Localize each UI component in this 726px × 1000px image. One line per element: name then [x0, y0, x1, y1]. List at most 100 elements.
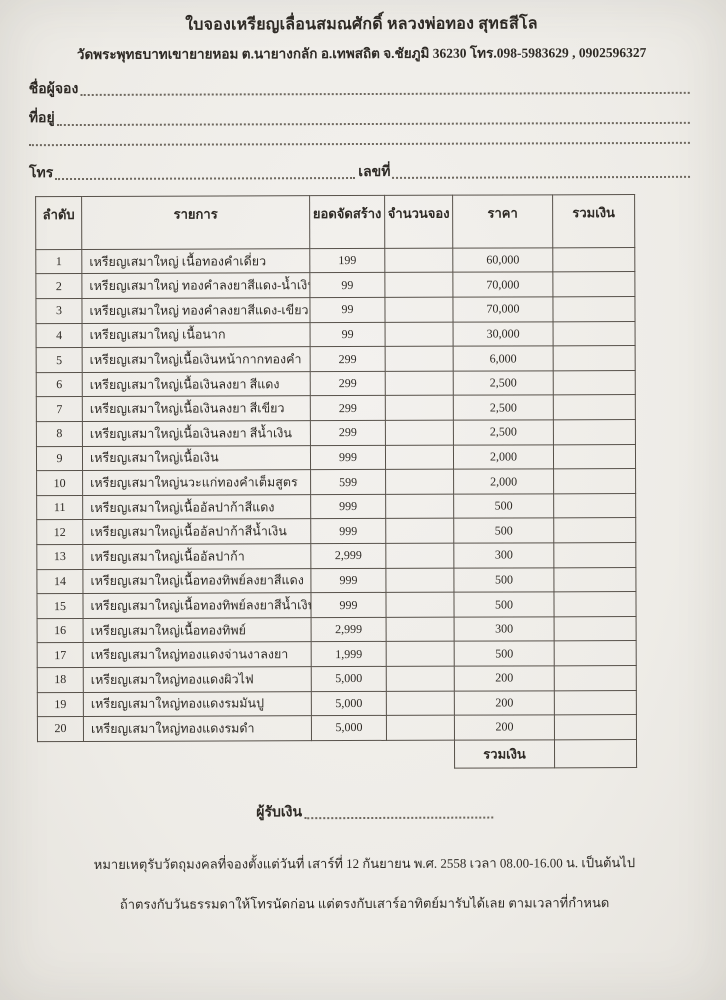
table-row: 3 เหรียญเสมาใหญ่ ทองคำลงยาสีแดง-เขียว 99 70… [35, 296, 636, 324]
row-total-cell [554, 616, 637, 642]
table-row: 10 เหรียญเสมาใหญ่นวะแก่ทองคำเต็มสูตร 599 2,… [36, 468, 636, 496]
page-title: ใบจองเหรียญเลื่อนสมณศักดิ์ หลวงพ่อทอง สุ… [185, 15, 538, 34]
address-continuation-line [28, 141, 693, 149]
row-number-cell: 17 [37, 642, 84, 668]
order-table: ลำดับ รายการ ยอดจัดสร้าง จำนวนจอง ราคา ร… [35, 194, 637, 770]
quantity-ordered-cell [384, 272, 453, 298]
row-total-cell [552, 247, 635, 273]
price-cell: 70,000 [452, 296, 554, 322]
row-total-cell [553, 444, 636, 470]
dotted-fill-line [304, 816, 494, 819]
item-name-cell: เหรียญเสมาใหญ่ทองแดงรมดำ [83, 715, 312, 742]
table-row: 6 เหรียญเสมาใหญ่เนื้อเงินลงยา สีแดง 299 2,5… [36, 370, 636, 398]
price-cell: 2,000 [453, 444, 554, 470]
order-table-header: ลำดับ รายการ ยอดจัดสร้าง จำนวนจอง ราคา ร… [35, 194, 635, 250]
quantity-ordered-cell [385, 469, 454, 495]
row-total-cell [552, 296, 636, 322]
table-row: 15 เหรียญเสมาใหญ่เนื้อทองทิพย์ลงยาสีน้ำเง… [36, 591, 637, 619]
row-total-cell [553, 542, 636, 568]
quantity-made-cell: 99 [309, 272, 385, 298]
item-name-cell: เหรียญเสมาใหญ่ ทองคำลงยาสีแดง-เขียว [81, 297, 311, 324]
quantity-made-cell: 5,000 [311, 690, 387, 716]
row-total-cell [554, 640, 637, 666]
money-receiver-line: ผู้รับเงิน [256, 800, 496, 823]
item-name-cell: เหรียญเสมาใหญ่เนื้ออัลปาก้า [82, 543, 311, 570]
quantity-made-cell: 999 [310, 568, 386, 593]
dotted-fill-line [28, 141, 690, 146]
item-name-cell: เหรียญเสมาใหญ่ทองแดงผิวไฟ [83, 666, 312, 693]
table-row: 16 เหรียญเสมาใหญ่เนื้อทองทิพย์ 2,999 300 [37, 616, 637, 644]
price-cell: 500 [453, 567, 554, 593]
table-row: 19 เหรียญเสมาใหญ่ทองแดงรมมันปู 5,000 200 [37, 690, 637, 717]
quantity-ordered-cell [386, 715, 455, 741]
row-number-cell: 1 [35, 249, 82, 275]
column-header-total: รวมเงิน [552, 194, 635, 248]
table-row: 2 เหรียญเสมาใหญ่ ทองคำลงยาสีแดง-น้ำเงิน 99… [35, 272, 635, 299]
quantity-ordered-cell [384, 248, 453, 273]
quantity-made-cell: 99 [310, 322, 386, 347]
quantity-ordered-cell [384, 297, 454, 323]
row-number-cell: 13 [36, 544, 83, 570]
row-number-cell: 8 [36, 421, 83, 447]
item-name-cell: เหรียญเสมาใหญ่ เนื้อทองคำเดี่ยว [81, 248, 310, 274]
price-cell: 300 [454, 616, 555, 642]
form-number-label: เลขที่ [358, 164, 391, 180]
grand-total-row: รวมเงิน [37, 739, 637, 769]
table-row: 18 เหรียญเสมาใหญ่ทองแดงผิวไฟ 5,000 200 [37, 665, 637, 693]
row-number-cell: 11 [36, 495, 83, 521]
item-name-cell: เหรียญเสมาใหญ่ ทองคำลงยาสีแดง-น้ำเงิน [81, 273, 310, 299]
price-cell: 200 [454, 665, 555, 691]
quantity-made-cell: 2,999 [311, 617, 387, 643]
quantity-ordered-cell [385, 494, 454, 519]
table-row: 14 เหรียญเสมาใหญ่เนื้อทองทิพย์ลงยาสีแดง 99… [36, 567, 636, 594]
row-number-cell: 15 [36, 593, 84, 619]
row-total-cell [553, 321, 636, 347]
price-cell: 30,000 [453, 321, 554, 347]
price-cell: 60,000 [452, 247, 553, 273]
price-cell: 2,500 [453, 370, 554, 396]
row-total-cell [553, 345, 636, 371]
quantity-ordered-cell [385, 321, 454, 347]
quantity-ordered-cell [385, 395, 454, 421]
address-line: ที่อยู่ [29, 107, 693, 130]
row-number-cell: 5 [36, 347, 83, 373]
column-header-item: รายการ [81, 195, 310, 250]
table-row: 13 เหรียญเสมาใหญ่เนื้ออัลปาก้า 2,999 300 [36, 542, 636, 570]
phone-line: โทร เลขที่ [29, 161, 693, 184]
table-row: 4 เหรียญเสมาใหญ่ เนื้อนาก 99 30,000 [36, 321, 636, 348]
quantity-made-cell: 999 [310, 494, 386, 520]
quantity-made-cell: 299 [310, 346, 386, 372]
phone-label: โทร [28, 165, 54, 181]
quantity-made-cell: 999 [310, 592, 387, 618]
orderer-form: ชื่อผู้จอง ที่อยู่ โทร เลขที่ [29, 78, 693, 184]
item-name-cell: เหรียญเสมาใหญ่ เนื้อนาก [82, 322, 311, 348]
column-header-made: ยอดจัดสร้าง [309, 195, 385, 249]
quantity-made-cell: 299 [310, 371, 386, 397]
orderer-name-line: ชื่อผู้จอง [29, 78, 693, 101]
quantity-made-cell: 299 [310, 395, 386, 421]
dotted-fill-line [80, 92, 690, 97]
table-row: 5 เหรียญเสมาใหญ่เนื้อเงินหน้ากากทองคำ 299 6… [36, 345, 636, 373]
item-name-cell: เหรียญเสมาใหญ่เนื้อเงิน [82, 445, 311, 471]
quantity-ordered-cell [386, 690, 455, 716]
table-row: 11 เหรียญเสมาใหญ่เนื้ออัลปาก้าสีแดง 999 500 [36, 493, 636, 521]
table-row: 8 เหรียญเสมาใหญ่เนื้อเงินลงยา สีน้ำเงิน 29… [36, 419, 636, 447]
column-header-ordered: จำนวนจอง [384, 195, 453, 249]
item-name-cell: เหรียญเสมาใหญ่เนื้อเงินหน้ากากทองคำ [82, 346, 311, 373]
quantity-made-cell: 599 [310, 469, 386, 495]
quantity-ordered-cell [385, 567, 454, 593]
money-receiver-label: ผู้รับเงิน [256, 804, 303, 821]
row-number-cell: 4 [36, 323, 83, 348]
quantity-ordered-cell [385, 592, 455, 618]
row-total-cell [553, 591, 637, 617]
quantity-ordered-cell [385, 444, 454, 470]
table-row: 17 เหรียญเสมาใหญ่ทองแดงจ่านงาลงยา 1,999 500 [37, 640, 637, 668]
price-cell: 500 [454, 641, 555, 667]
row-number-cell: 2 [35, 273, 82, 299]
row-total-cell [553, 395, 636, 420]
dotted-fill-line [56, 121, 690, 126]
quantity-ordered-cell [385, 346, 454, 372]
row-total-cell [554, 690, 637, 716]
item-name-cell: เหรียญเสมาใหญ่เนื้อเงินลงยา สีน้ำเงิน [82, 420, 311, 447]
item-name-cell: เหรียญเสมาใหญ่เนื้ออัลปาก้าสีแดง [82, 494, 311, 520]
